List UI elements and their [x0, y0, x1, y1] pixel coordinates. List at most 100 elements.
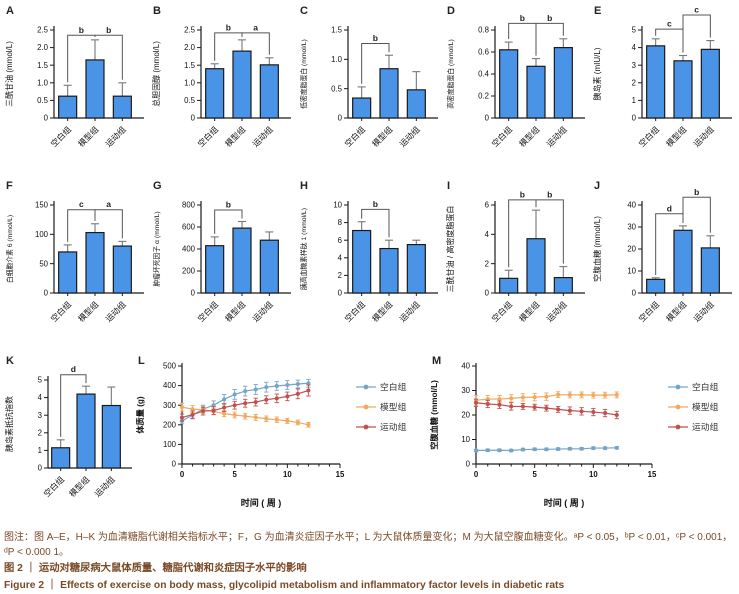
bar [379, 247, 399, 294]
sig-label: b [520, 13, 525, 23]
y-tick-label: 0.4 [478, 70, 490, 79]
sig-label: b [373, 199, 378, 209]
data-point [591, 446, 596, 451]
y-tick-label: 0 [38, 464, 43, 473]
data-point [264, 397, 269, 402]
category-label: 运动组 [103, 124, 127, 148]
y-tick-label: 20 [461, 411, 470, 420]
y-tick-label: 0 [191, 289, 196, 298]
bar [673, 229, 693, 294]
y-axis-label: 胰高血糖素样肽 1 (mmol/L) [299, 208, 308, 290]
y-tick-label: 3 [38, 411, 42, 420]
category-label: 模型组 [76, 299, 100, 323]
data-point [285, 418, 290, 423]
data-point [232, 413, 237, 417]
data-point [567, 446, 572, 451]
legend-label: 模型组 [692, 402, 719, 412]
x-tick-label: 15 [648, 470, 657, 479]
panel-M: M 0 10 20 30 40 0 5 10 15 时间 ( 周 ) 空腹血糖 (mmol/L) 空白组… [426, 350, 736, 518]
y-axis-label: 胰岛素抵抗指数 [4, 396, 14, 452]
bar [553, 46, 573, 119]
legend-marker-icon [356, 384, 376, 389]
y-tick-label: 6 [338, 236, 342, 245]
category-label: 空白组 [42, 474, 66, 498]
data-point [274, 417, 279, 422]
bar [406, 243, 426, 294]
sig-label: c [694, 5, 699, 15]
panel-letter-I: I [447, 180, 451, 192]
y-tick-label: 0.5 [331, 84, 343, 93]
y-tick-label: 0.6 [478, 48, 489, 57]
data-point [211, 408, 216, 413]
data-point [497, 402, 502, 407]
data-point [509, 404, 514, 409]
y-tick-label: 5 [38, 376, 43, 385]
data-point [603, 446, 608, 451]
y-axis-label: 胰岛素 (mIU/L) [592, 47, 602, 100]
data-point [180, 405, 184, 410]
sig-label: b [106, 25, 111, 35]
sig-bracket [535, 199, 564, 264]
y-tick-label: 500 [163, 362, 177, 371]
x-tick-label: 10 [283, 470, 292, 479]
data-point [509, 396, 514, 401]
panel-G: G 0 200 400 600 800 空白组 模型组 运动组 b 肿瘤坏死因子 α (mmol/L… [147, 175, 294, 350]
bar [85, 59, 105, 119]
bar [352, 97, 372, 119]
data-point [485, 401, 490, 406]
y-tick-label: 800 [182, 201, 196, 210]
panel-letter-C: C [300, 5, 308, 17]
y-tick-label: 2 [338, 271, 342, 280]
bar [379, 68, 399, 119]
category-label: 空白组 [343, 299, 367, 323]
category-label: 空白组 [49, 299, 73, 323]
data-point [497, 448, 502, 453]
data-point [474, 400, 478, 405]
y-tick-label: 1 [38, 446, 42, 455]
data-point [274, 383, 279, 388]
legend-label: 运动组 [692, 422, 719, 432]
legend-marker-icon [356, 404, 376, 409]
y-tick-label: 2.0 [184, 43, 196, 52]
sig-label: b [520, 189, 525, 199]
legend-label: 运动组 [380, 422, 407, 432]
sig-bracket [94, 209, 123, 239]
category-label: 模型组 [223, 124, 247, 148]
y-tick-label: 10 [627, 267, 636, 276]
data-point [295, 391, 300, 396]
category-label: 空白组 [343, 124, 367, 148]
chart-G: 0 200 400 600 800 空白组 模型组 运动组 b 肿瘤坏死因子 α (mmol/L) [152, 199, 291, 324]
legend-item-blank: 空白组 [356, 380, 406, 393]
y-tick-label: 400 [182, 245, 196, 254]
panel-letter-H: H [300, 180, 308, 192]
category-label: 模型组 [76, 124, 100, 148]
y-tick-label: 0 [632, 114, 637, 123]
y-tick-label: 4 [338, 253, 343, 262]
chart-B: 0 0.5 1.0 1.5 2.0 2.5 空白组 模型组 运动组 b a 总胆固醇 (mmol/L) [151, 22, 291, 149]
data-point [567, 408, 572, 413]
data-point [532, 395, 537, 400]
data-point [253, 415, 258, 420]
data-point [474, 448, 478, 453]
category-label: 运动组 [250, 124, 274, 148]
sig-bracket [60, 374, 87, 437]
category-label: 运动组 [544, 299, 568, 323]
bar [526, 65, 546, 119]
bar [700, 48, 720, 119]
sig-label: b [79, 25, 84, 35]
x-axis-label: 时间 ( 周 ) [241, 497, 282, 508]
y-tick-label: 600 [182, 223, 196, 232]
sig-label: b [226, 199, 231, 209]
bar [232, 50, 252, 119]
bar [85, 231, 105, 294]
y-tick-label: 5 [632, 26, 637, 35]
category-label: 模型组 [67, 474, 91, 498]
sig-bracket [682, 196, 711, 233]
y-tick-label: 4 [632, 43, 637, 52]
category-label: 空白组 [637, 299, 661, 323]
chart-J: 0 10 20 30 40 空白组 模型组 运动组 d b 空腹血糖 (mmol/L) [592, 187, 732, 324]
bar [646, 278, 666, 294]
chart-K: 0 1 2 3 4 5 空白组 模型组 运动组 d 胰岛素抵抗指数 [4, 364, 132, 499]
y-tick-label: 0 [632, 289, 637, 298]
chart-D: 0 0.2 0.4 0.6 0.8 空白组 模型组 运动组 b b 高密度脂蛋白 (mmol/L) [446, 13, 585, 149]
